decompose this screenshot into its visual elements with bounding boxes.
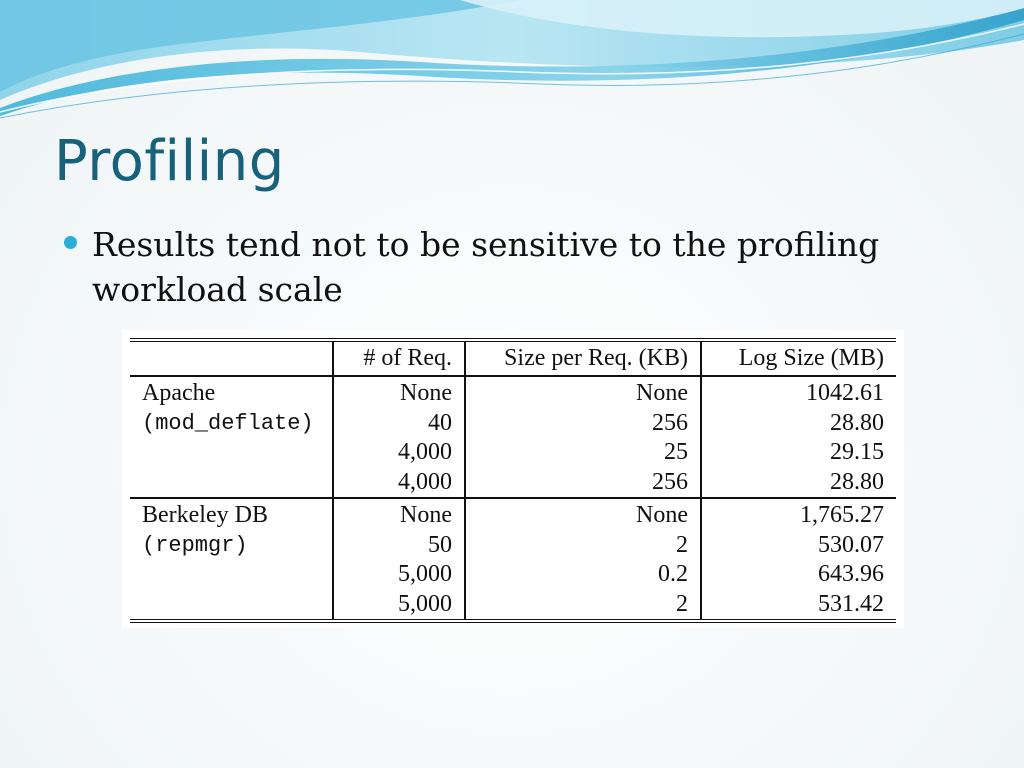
requests-cell: 40 <box>332 408 465 438</box>
table-header-row: # of Req. Size per Req. (KB) Log Size (M… <box>130 340 896 377</box>
size-per-request-cell: None <box>464 376 701 409</box>
log-size-cell: 28.80 <box>700 467 896 499</box>
results-table-image: # of Req. Size per Req. (KB) Log Size (M… <box>122 330 904 628</box>
empty-cell <box>130 467 333 499</box>
application-module: (repmgr) <box>142 532 248 558</box>
log-size-cell: 1,765.27 <box>700 498 896 531</box>
requests-cell: 5,000 <box>332 560 465 590</box>
requests-cell: 50 <box>332 530 465 560</box>
requests-cell: 4,000 <box>332 438 465 468</box>
column-header-application <box>130 340 333 377</box>
size-per-request-cell: 25 <box>464 438 701 468</box>
table-row: (mod_deflate) 40 256 28.80 <box>130 408 896 438</box>
table-row: 5,000 0.2 643.96 <box>130 560 896 590</box>
table-row: 4,000 256 28.80 <box>130 467 896 499</box>
column-header-requests: # of Req. <box>332 340 465 377</box>
column-header-size-per-request: Size per Req. (KB) <box>464 340 701 377</box>
application-module: (mod_deflate) <box>142 410 314 436</box>
table-row: Berkeley DB None None 1,765.27 <box>130 498 896 531</box>
empty-cell <box>130 438 333 468</box>
empty-cell <box>130 560 333 590</box>
bullet-dot-icon <box>64 236 77 249</box>
table-group-apache: Apache None None 1042.61 (mod_deflate) 4… <box>130 376 896 499</box>
size-per-request-cell: None <box>464 498 701 531</box>
slide-title: Profiling <box>54 129 285 194</box>
requests-cell: None <box>332 376 465 409</box>
table-group-berkeley-db: Berkeley DB None None 1,765.27 (repmgr) … <box>130 498 896 621</box>
log-size-cell: 643.96 <box>700 560 896 590</box>
size-per-request-cell: 0.2 <box>464 560 701 590</box>
bullet-item: Results tend not to be sensitive to the … <box>62 222 882 312</box>
table-row: (repmgr) 50 2 530.07 <box>130 530 896 560</box>
bullet-list: Results tend not to be sensitive to the … <box>62 222 882 312</box>
column-header-log-size: Log Size (MB) <box>700 340 896 377</box>
table-row: Apache None None 1042.61 <box>130 376 896 409</box>
application-name: Berkeley DB <box>142 502 268 528</box>
requests-cell: None <box>332 498 465 531</box>
size-per-request-cell: 2 <box>464 530 701 560</box>
log-size-cell: 28.80 <box>700 408 896 438</box>
log-size-cell: 530.07 <box>700 530 896 560</box>
table-row: 5,000 2 531.42 <box>130 589 896 622</box>
requests-cell: 5,000 <box>332 589 465 621</box>
bullet-text: Results tend not to be sensitive to the … <box>92 225 880 309</box>
empty-cell <box>130 590 333 622</box>
table-row: 4,000 25 29.15 <box>130 438 896 468</box>
log-size-cell: 531.42 <box>700 589 896 621</box>
size-per-request-cell: 256 <box>464 408 701 438</box>
size-per-request-cell: 256 <box>464 467 701 499</box>
results-table: # of Req. Size per Req. (KB) Log Size (M… <box>130 338 896 623</box>
header-wave-decoration <box>0 0 1024 119</box>
requests-cell: 4,000 <box>332 467 465 499</box>
size-per-request-cell: 2 <box>464 589 701 621</box>
log-size-cell: 1042.61 <box>700 376 896 409</box>
log-size-cell: 29.15 <box>700 438 896 468</box>
application-name: Apache <box>142 380 216 406</box>
